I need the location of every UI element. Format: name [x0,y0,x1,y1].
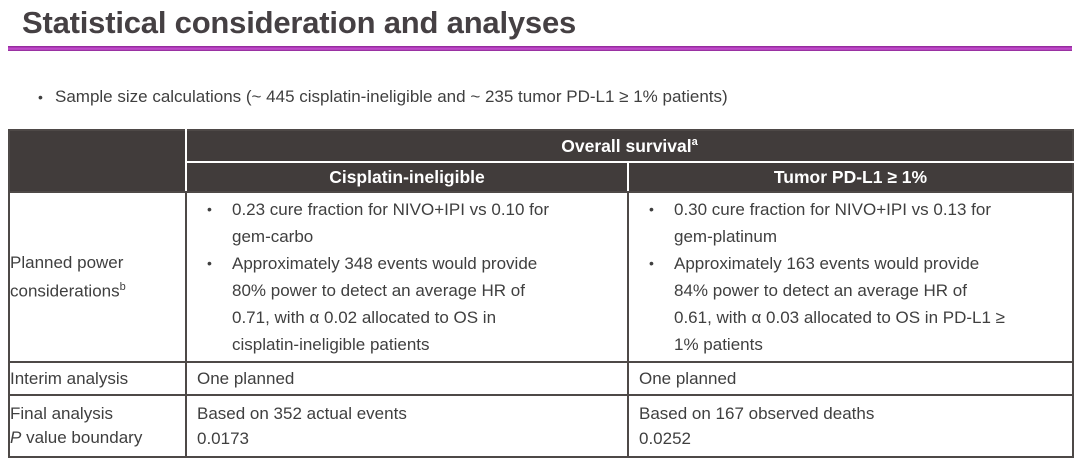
title-accent-rule [8,46,1072,52]
table-row-interim-analysis: Interim analysis One planned One planned [8,361,1074,397]
final-cisplatin-events: Based on 352 actual events [197,404,407,424]
final-pdl1-cell: Based on 167 observed deaths 0.0252 [627,394,1074,459]
bullet-icon: • [649,255,654,272]
final-row-label-line1: Final analysis [10,404,113,424]
intro-bullet-text: Sample size calculations (~ 445 cisplati… [55,87,728,107]
interim-row-label: Interim analysis [8,361,187,397]
intro-bullet-line: • Sample size calculations (~ 445 cispla… [38,87,1080,107]
p-value-rest: value boundary [21,428,143,448]
bullet-icon: • [38,89,43,106]
power-pdl1-bullet-1: 0.30 cure fraction for NIVO+IPI vs 0.13 … [674,200,992,247]
list-item: • Approximately 163 events would provide… [649,250,1066,358]
power-cisplatin-cell: • 0.23 cure fraction for NIVO+IPI vs 0.1… [185,191,629,364]
list-item: • 0.23 cure fraction for NIVO+IPI vs 0.1… [207,196,621,250]
final-pdl1-events: Based on 167 observed deaths [639,404,875,424]
table-row-final-analysis: Final analysis P value boundary Based on… [8,394,1074,459]
power-row-label: Planned power considerationsb [8,191,187,364]
page-title: Statistical consideration and analyses [22,5,577,40]
power-pdl1-cell: • 0.30 cure fraction for NIVO+IPI vs 0.1… [627,191,1074,364]
power-row-label-text: Planned power considerations [10,252,124,301]
bullet-icon: • [207,255,212,272]
power-pdl1-bullet-2: Approximately 163 events would provide 8… [674,254,1006,355]
interim-cisplatin-cell: One planned [185,361,629,397]
final-row-label: Final analysis P value boundary [8,394,187,459]
statistics-table: Overall survivala Cisplatin-ineligible T… [8,129,1074,459]
header-col-cisplatin: Cisplatin-ineligible [185,161,629,194]
footnote-marker-a: a [691,135,698,148]
final-cisplatin-pvalue: 0.0173 [197,429,249,449]
header-corner-cell [8,129,187,194]
bullet-icon: • [207,201,212,218]
overall-survival-label: Overall survival [561,135,692,156]
power-cisplatin-bullet-2: Approximately 348 events would provide 8… [232,254,538,355]
footnote-marker-b: b [119,280,126,293]
bullet-icon: • [649,201,654,218]
header-overall-survival: Overall survivala [185,129,1074,164]
interim-pdl1-cell: One planned [627,361,1074,397]
final-row-label-line2: P value boundary [10,426,185,450]
p-value-italic: P [10,428,22,448]
list-item: • Approximately 348 events would provide… [207,250,621,358]
final-cisplatin-cell: Based on 352 actual events 0.0173 [185,394,629,459]
list-item: • 0.30 cure fraction for NIVO+IPI vs 0.1… [649,196,1066,250]
table-row-planned-power: Planned power considerationsb • 0.23 cur… [8,191,1074,364]
final-pdl1-pvalue: 0.0252 [639,429,691,449]
table-header-row-2: Cisplatin-ineligible Tumor PD-L1 ≥ 1% [9,161,1074,194]
power-cisplatin-bullet-1: 0.23 cure fraction for NIVO+IPI vs 0.10 … [232,200,550,247]
header-col-pdl1: Tumor PD-L1 ≥ 1% [627,161,1074,194]
table-header-row-1: Overall survivala [8,129,1074,194]
